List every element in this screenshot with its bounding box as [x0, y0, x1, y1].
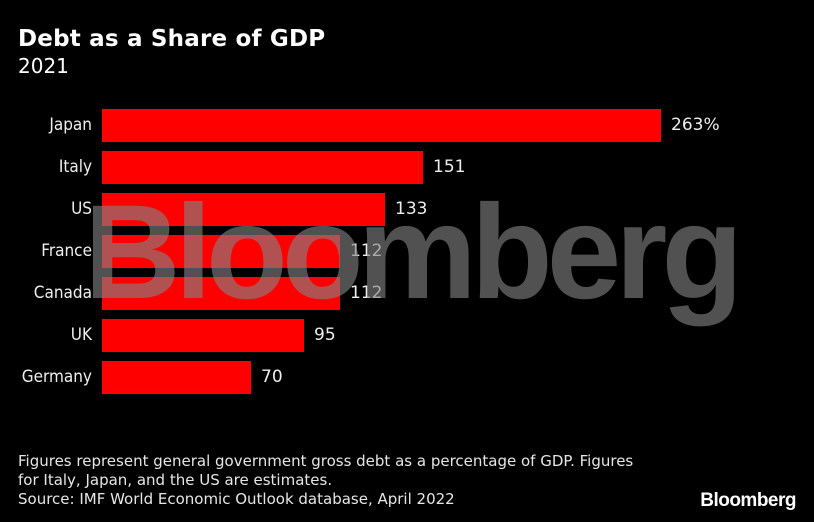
category-label: Canada [33, 283, 92, 303]
bar-row: Italy 151 [0, 151, 814, 184]
bar [102, 361, 251, 394]
value-label: 133 [395, 199, 428, 219]
bar [102, 193, 385, 226]
value-label: 95 [314, 325, 336, 345]
source-line: Source: IMF World Economic Outlook datab… [18, 490, 455, 508]
value-label: 112 [350, 241, 383, 261]
chart-subtitle: 2021 [18, 54, 69, 78]
footnote: Figures represent general government gro… [18, 452, 633, 509]
chart-title: Debt as a Share of GDP [18, 26, 326, 52]
bar-row: Germany 70 [0, 361, 814, 394]
value-label: 112 [350, 283, 383, 303]
bloomberg-logo: Bloomberg [700, 490, 796, 511]
footnote-line-1: Figures represent general government gro… [18, 452, 634, 470]
bar [102, 151, 423, 184]
value-label: 263% [671, 115, 720, 135]
category-label: UK [70, 325, 92, 345]
bar-row: Japan 263% [0, 109, 814, 142]
value-label: 70 [261, 367, 283, 387]
bar [102, 109, 661, 142]
value-label: 151 [433, 157, 466, 177]
category-label: Italy [58, 157, 92, 177]
bar [102, 277, 340, 310]
category-label: Japan [49, 115, 92, 135]
category-label: France [41, 241, 92, 261]
bar-row: US 133 [0, 193, 814, 226]
bar [102, 235, 340, 268]
category-label: US [71, 199, 92, 219]
footnote-line-2: for Italy, Japan, and the US are estimat… [18, 471, 333, 489]
category-label: Germany [21, 367, 92, 387]
bar [102, 319, 304, 352]
bar-row: Canada 112 [0, 277, 814, 310]
bar-row: France 112 [0, 235, 814, 268]
bar-chart: Japan 263% Italy 151 US 133 France 112 Canada 112… [0, 109, 814, 399]
bar-row: UK 95 [0, 319, 814, 352]
